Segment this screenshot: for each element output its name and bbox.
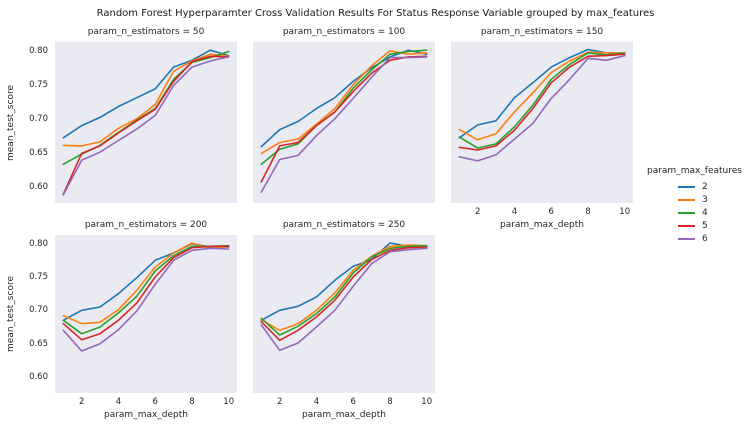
x-tick-label: 2 [276,397,283,407]
y-tick-label: 0.75 [29,272,48,282]
x-tick-label: 6 [548,207,554,217]
legend-line-swatch [678,224,695,227]
line-max-features-4 [260,244,428,336]
line-max-features-6 [62,56,230,196]
x-tick-label: 6 [152,397,158,407]
line-max-features-6 [62,247,230,352]
line-max-features-5 [62,245,230,341]
legend-item-label: 2 [702,181,708,192]
facet-title: param_n_estimators = 250 [282,220,406,230]
line-max-features-5 [260,55,428,183]
legend-item: 6 [638,232,751,245]
legend-item-label: 5 [702,220,708,231]
x-axis-label: param_max_depth [301,410,386,420]
x-tick-label: 8 [585,207,591,217]
line-max-features-4 [458,52,626,149]
x-tick-label: 8 [189,397,195,407]
line-max-features-3 [458,51,626,141]
legend-items: 2 3 4 5 6 [638,180,751,245]
x-tick-label: 4 [115,397,122,407]
y-tick-label: 0.70 [29,113,48,124]
legend-item: 2 [638,180,751,193]
x-tick-label: 2 [78,397,85,407]
legend-line-swatch [678,211,695,214]
legend-line-swatch [678,198,695,201]
x-tick-label: 2 [474,207,481,217]
facet-plot-3 [55,235,237,393]
facet-title: param_n_estimators = 50 [87,27,205,37]
facet-title: param_n_estimators = 150 [480,27,604,37]
line-max-features-4 [260,49,428,166]
y-tick-label: 0.75 [29,79,48,90]
x-tick-label: 6 [350,397,356,407]
y-tick-label: 0.70 [29,305,48,316]
line-max-features-2 [458,48,626,139]
y-tick-label: 0.80 [29,45,48,56]
y-axis-label: mean_test_score [6,276,16,352]
legend-item-label: 4 [702,207,708,218]
line-max-features-3 [62,53,230,147]
plot-background [55,235,237,393]
x-axis-label: param_max_depth [103,410,188,420]
y-tick-label: 0.65 [29,338,48,349]
y-axis-label: mean_test_score [6,84,16,161]
facet-plot-1 [253,42,435,203]
line-max-features-5 [260,246,428,342]
legend-item-label: 6 [702,233,708,244]
line-max-features-6 [260,56,428,193]
x-axis-label: param_max_depth [499,220,584,230]
x-tick-label: 10 [421,397,433,407]
line-max-features-2 [62,49,230,139]
facet-title: param_n_estimators = 100 [282,27,406,37]
x-tick-label: 10 [223,397,235,407]
chart-title: Random Forest Hyperparamter Cross Valida… [96,8,655,19]
x-tick-label: 4 [511,207,518,217]
y-tick-label: 0.80 [29,238,48,249]
legend-item: 4 [638,206,751,219]
y-tick-label: 0.60 [29,181,48,192]
line-max-features-2 [260,242,428,322]
legend-item-label: 3 [702,194,708,205]
line-max-features-5 [458,53,626,151]
x-tick-label: 10 [619,207,631,217]
line-max-features-5 [62,55,230,195]
facet-title: param_n_estimators = 200 [84,220,208,230]
line-max-features-6 [260,247,428,352]
y-tick-label: 0.60 [29,372,48,382]
y-tick-label: 0.65 [29,147,48,158]
plot-background [253,42,435,203]
line-max-features-3 [260,244,428,332]
x-tick-label: 4 [313,397,320,407]
legend-line-swatch [678,237,695,240]
facet-plot-0 [55,42,237,203]
plot-background [253,235,435,393]
legend: param_max_features 2 3 4 5 6 [638,166,751,245]
legend-title: param_max_features [646,166,742,176]
legend-item: 5 [638,219,751,232]
facet-plot-2 [451,42,633,203]
legend-line-swatch [678,185,695,188]
x-tick-label: 8 [387,397,393,407]
facet-plot-4 [253,235,435,393]
legend-item: 3 [638,193,751,206]
plot-background [451,42,633,203]
line-max-features-6 [458,54,626,162]
